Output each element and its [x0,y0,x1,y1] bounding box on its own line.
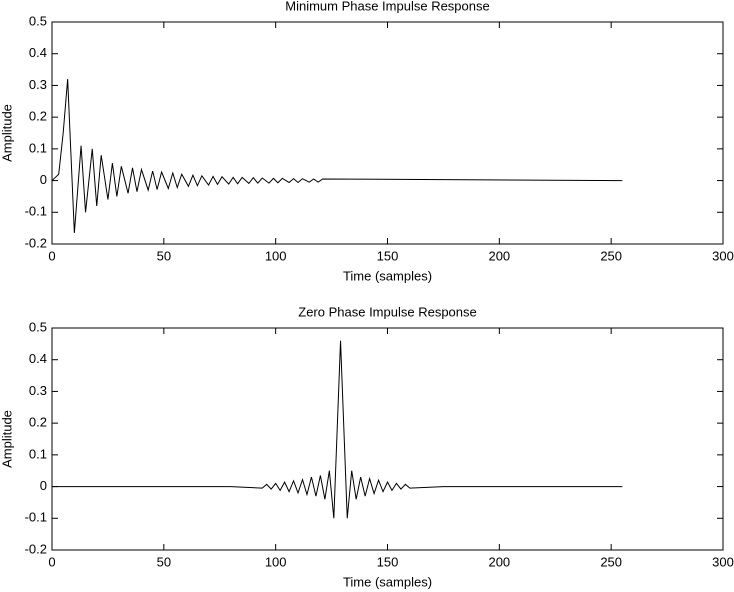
y-tick-label: 0.4 [29,351,47,366]
x-tick-label: 150 [377,248,399,263]
y-tick-label: -0.1 [25,204,47,219]
x-tick-label: 200 [488,554,510,569]
y-tick-label: 0.1 [29,140,47,155]
x-tick-label: 50 [157,248,171,263]
x-tick-label: 150 [377,554,399,569]
y-tick-label: 0.5 [29,13,47,28]
y-axis-label: Amplitude [0,104,14,162]
y-tick-label: 0.2 [29,415,47,430]
x-tick-label: 300 [712,248,734,263]
x-tick-label: 250 [600,248,622,263]
chart-title: Minimum Phase Impulse Response [285,0,489,13]
chart-title: Zero Phase Impulse Response [298,304,476,319]
y-tick-label: 0.1 [29,446,47,461]
impulse-line [51,79,623,233]
y-tick-label: -0.2 [25,235,47,250]
x-tick-label: 200 [488,248,510,263]
y-tick-label: 0.2 [29,109,47,124]
y-tick-label: -0.1 [25,510,47,525]
y-tick-label: -0.2 [25,541,47,556]
plot-frame [51,21,724,245]
plot-frame [51,327,724,551]
x-axis-label: Time (samples) [343,268,432,283]
impulse-line [52,340,623,519]
x-tick-label: 100 [265,554,287,569]
x-tick-label: 250 [600,554,622,569]
y-tick-label: 0 [40,478,47,493]
x-tick-label: 0 [48,554,55,569]
y-tick-label: 0.4 [29,45,47,60]
y-tick-label: 0 [40,172,47,187]
y-tick-label: 0.5 [29,319,47,334]
y-axis-label: Amplitude [0,410,14,468]
y-tick-label: 0.3 [29,383,47,398]
y-tick-label: 0.3 [29,77,47,92]
x-tick-label: 50 [157,554,171,569]
x-tick-label: 0 [48,248,55,263]
x-tick-label: 300 [712,554,734,569]
x-axis-label: Time (samples) [343,574,432,589]
x-tick-label: 100 [265,248,287,263]
